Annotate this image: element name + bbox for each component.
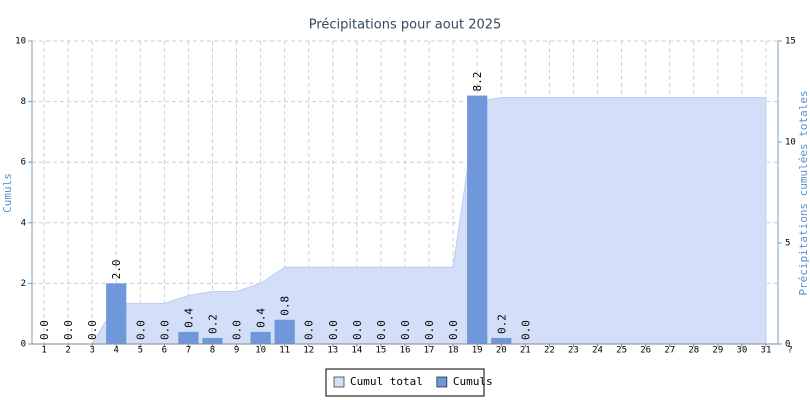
legend-label: Cumul total [350,375,423,388]
x-tick-label: ? [787,346,792,356]
x-tick-label: 29 [712,346,723,356]
value-label: 0.0 [399,320,412,340]
value-label: 0.0 [62,320,75,340]
x-tick-label: 20 [496,346,507,356]
bar [491,337,512,344]
value-label: 0.0 [519,320,532,340]
legend-swatch [333,376,345,388]
x-tick-label: 5 [138,346,143,356]
value-label: 8.2 [471,72,484,92]
bar [250,331,271,344]
y2-tick-label: 5 [785,239,790,249]
x-tick-label: 15 [376,346,387,356]
chart-title: Précipitations pour aout 2025 [309,18,502,33]
x-tick-label: 10 [255,346,266,356]
bar [178,331,199,344]
y2-tick-label: 10 [785,138,796,148]
x-tick-label: 7 [186,346,191,356]
y-tick-label: 4 [21,218,26,228]
value-label: 2.0 [110,260,123,280]
value-label: 0.2 [206,314,219,334]
x-tick-label: 18 [448,346,459,356]
bar [106,283,127,344]
legend-label: Cumuls [453,375,493,388]
x-tick-label: 12 [303,346,314,356]
value-label: 0.0 [447,320,460,340]
x-tick-label: 17 [424,346,435,356]
value-label: 0.4 [182,308,195,328]
y-tick-label: 0 [21,340,26,350]
bar [274,319,295,344]
value-label: 0.0 [375,320,388,340]
x-tick-label: 11 [279,346,290,356]
y-tick-label: 8 [21,97,26,107]
x-tick-label: 19 [472,346,483,356]
value-label: 0.2 [495,314,508,334]
y-tick-label: 10 [15,37,26,47]
bar [467,95,488,344]
x-tick-label: 3 [89,346,94,356]
value-label: 0.0 [351,320,364,340]
value-label: 0.0 [231,320,244,340]
x-tick-label: 21 [520,346,531,356]
y2-tick-label: 0 [785,340,790,350]
x-tick-label: 28 [688,346,699,356]
x-tick-label: 6 [162,346,167,356]
value-label: 0.0 [303,320,316,340]
x-tick-label: 14 [351,346,362,356]
area [44,97,767,345]
value-label: 0.4 [255,308,268,328]
x-tick-label: 27 [664,346,675,356]
x-tick-label: 1 [41,346,46,356]
y-tick-label: 2 [21,279,26,289]
y-tick-label: 6 [21,158,26,168]
x-tick-label: 26 [640,346,651,356]
x-tick-label: 13 [327,346,338,356]
x-tick-label: 24 [592,346,603,356]
value-label: 0.0 [327,320,340,340]
legend-box [325,368,485,397]
value-label: 0.0 [86,320,99,340]
y2-tick-label: 15 [785,37,796,47]
value-label: 0.0 [134,320,147,340]
value-label: 0.0 [38,320,51,340]
legend-swatch [436,376,448,388]
x-tick-label: 4 [114,346,119,356]
value-label: 0.0 [158,320,171,340]
x-tick-label: 30 [736,346,747,356]
bar [202,337,223,344]
value-label: 0.0 [423,320,436,340]
y-axis-label: Cumuls [1,173,14,213]
x-tick-label: 9 [234,346,239,356]
x-tick-label: 16 [400,346,411,356]
x-tick-label: 25 [616,346,627,356]
x-tick-label: 8 [210,346,215,356]
x-tick-label: 31 [761,346,772,356]
value-label: 0.8 [279,296,292,316]
y2-axis-label: Précipitations cumulées totales [797,90,810,295]
x-tick-label: 22 [544,346,555,356]
x-tick-label: 23 [568,346,579,356]
x-tick-label: 2 [65,346,70,356]
